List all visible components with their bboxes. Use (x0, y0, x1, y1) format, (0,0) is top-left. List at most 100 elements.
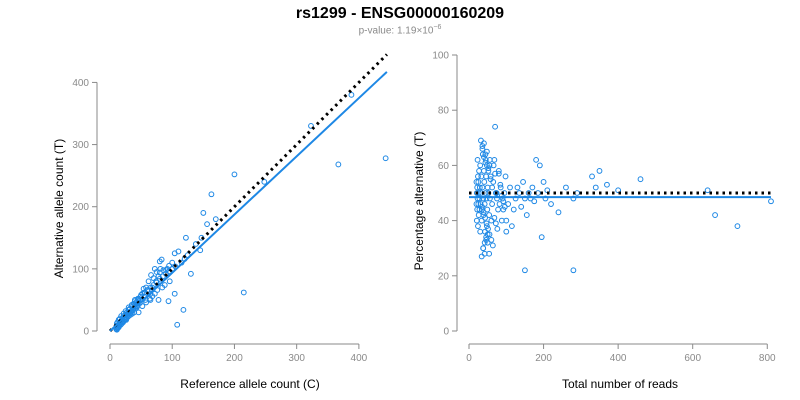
panel2-data-point (481, 250, 488, 257)
panel1-y-tick-label: 300 (72, 140, 89, 151)
panel1-data-point (139, 303, 146, 310)
panel2-data-point (473, 179, 480, 185)
panel1-data-point (200, 210, 207, 216)
panel2-data-point (479, 151, 486, 158)
panel2-data-point (570, 267, 577, 274)
panel2-data-point (492, 170, 498, 177)
panel2-data-point (475, 173, 481, 180)
panel2-data-point (489, 201, 496, 207)
chart-title: rs1299 - ENSG00000160209 (295, 5, 505, 22)
panel2-data-point (712, 212, 718, 218)
panel2-data-point (488, 217, 495, 224)
panel1-data-point (165, 298, 172, 305)
panel2-data-point (492, 220, 499, 227)
panel2-data-point (508, 223, 515, 230)
panel1-data-point (204, 221, 210, 228)
panel1-y-tick-label: 0 (83, 327, 89, 338)
panel2-data-point (486, 195, 493, 202)
panel2-data-point (525, 190, 532, 196)
panel2-data-point (474, 156, 481, 163)
panel2-data-point (493, 190, 500, 196)
panel2-x-tick-label: 0 (466, 353, 472, 364)
panel1-data-point (155, 297, 162, 303)
panel2-data-point (474, 195, 481, 202)
panel2-data-point (485, 168, 492, 174)
panel2-data-point (494, 225, 501, 232)
panel2-data-point (481, 179, 488, 185)
panel1-data-point (180, 306, 187, 313)
panel2-data-point (480, 209, 487, 216)
panel1-x-tick-label: 0 (107, 353, 113, 364)
panel2-data-point (479, 143, 486, 149)
panel2-data-point (520, 179, 526, 185)
panel2-data-point (497, 181, 504, 188)
panel1-data-point (187, 270, 194, 277)
panel2-data-point (477, 201, 484, 207)
panel2-data-point (734, 223, 741, 230)
panel2-data-point (496, 201, 503, 207)
panel1-data-point (131, 297, 138, 303)
panel2-data-point (522, 195, 528, 202)
panel2-data-point (482, 159, 489, 166)
panel2-data-point (542, 195, 549, 202)
panel2-data-point (483, 148, 490, 155)
panel2-data-point (480, 245, 487, 252)
panel2-data-point (495, 170, 502, 177)
panel2-data-point (499, 195, 506, 202)
panel1-data-point (123, 316, 130, 323)
panel2-data-point (497, 184, 504, 191)
panel1-data-point (156, 269, 163, 276)
chart-subtitle: p-value: 1.19×10−6 (0, 24, 800, 36)
panel2-data-point (527, 195, 534, 202)
panel1-y-tick-label: 400 (72, 78, 89, 89)
panel2-data-point (476, 184, 483, 191)
panel2-data-point (477, 162, 484, 169)
panel1-data-point (183, 234, 189, 241)
panel2-data-point (488, 237, 495, 243)
panel2-data-point (531, 198, 538, 205)
panel2-y-tick-label: 80 (438, 106, 450, 117)
panel2-data-point (704, 187, 711, 194)
panel2-y-tick-label: 20 (438, 271, 450, 282)
panel2-x-tick-label: 200 (535, 353, 552, 364)
panel2-data-point (486, 156, 493, 163)
panel2-data-point (481, 239, 488, 246)
panel2-data-point (489, 242, 496, 249)
panel1-data-point (163, 267, 169, 274)
panel2-data-point (483, 195, 490, 202)
panel2-data-point (570, 195, 577, 202)
panel1-x-axis-label: Reference allele count (C) (180, 377, 319, 391)
panel2-data-point (482, 151, 489, 158)
panel2-data-point (548, 201, 554, 207)
panel2-data-point (615, 187, 622, 194)
panel2-data-point (604, 181, 610, 188)
panel2-data-point (495, 168, 502, 174)
panel1-x-tick-label: 300 (288, 353, 305, 364)
panel2-data-point (495, 206, 501, 213)
panel2-y-axis-label: Percentage alternative (T) (412, 132, 426, 271)
panel2-data-point (540, 179, 547, 185)
panel1-data-point (148, 272, 154, 278)
panel2-data-point (473, 217, 480, 224)
panel1-y-tick-label: 200 (72, 202, 89, 213)
panel2-data-point (482, 214, 488, 221)
panel2-data-point (486, 231, 493, 238)
panel2-x-tick-label: 400 (610, 353, 627, 364)
panel1-data-point (208, 191, 215, 198)
panel2-data-point (479, 203, 485, 210)
panel2-data-point (486, 212, 493, 218)
panel2-data-point (485, 165, 492, 172)
panel2-data-point (502, 173, 509, 180)
panel1-x-tick-label: 400 (351, 353, 368, 364)
panel1-data-point (145, 278, 152, 285)
panel2-data-point (768, 198, 774, 205)
panel1-data-point (308, 123, 314, 129)
panel1-data-point (157, 265, 164, 272)
panel1-data-point (135, 309, 142, 316)
panel2-data-point (490, 162, 497, 169)
panel2-data-point (487, 176, 494, 183)
panel2-data-point (483, 220, 490, 227)
panel2-data-point (510, 206, 517, 213)
panel2-data-point (475, 212, 482, 218)
